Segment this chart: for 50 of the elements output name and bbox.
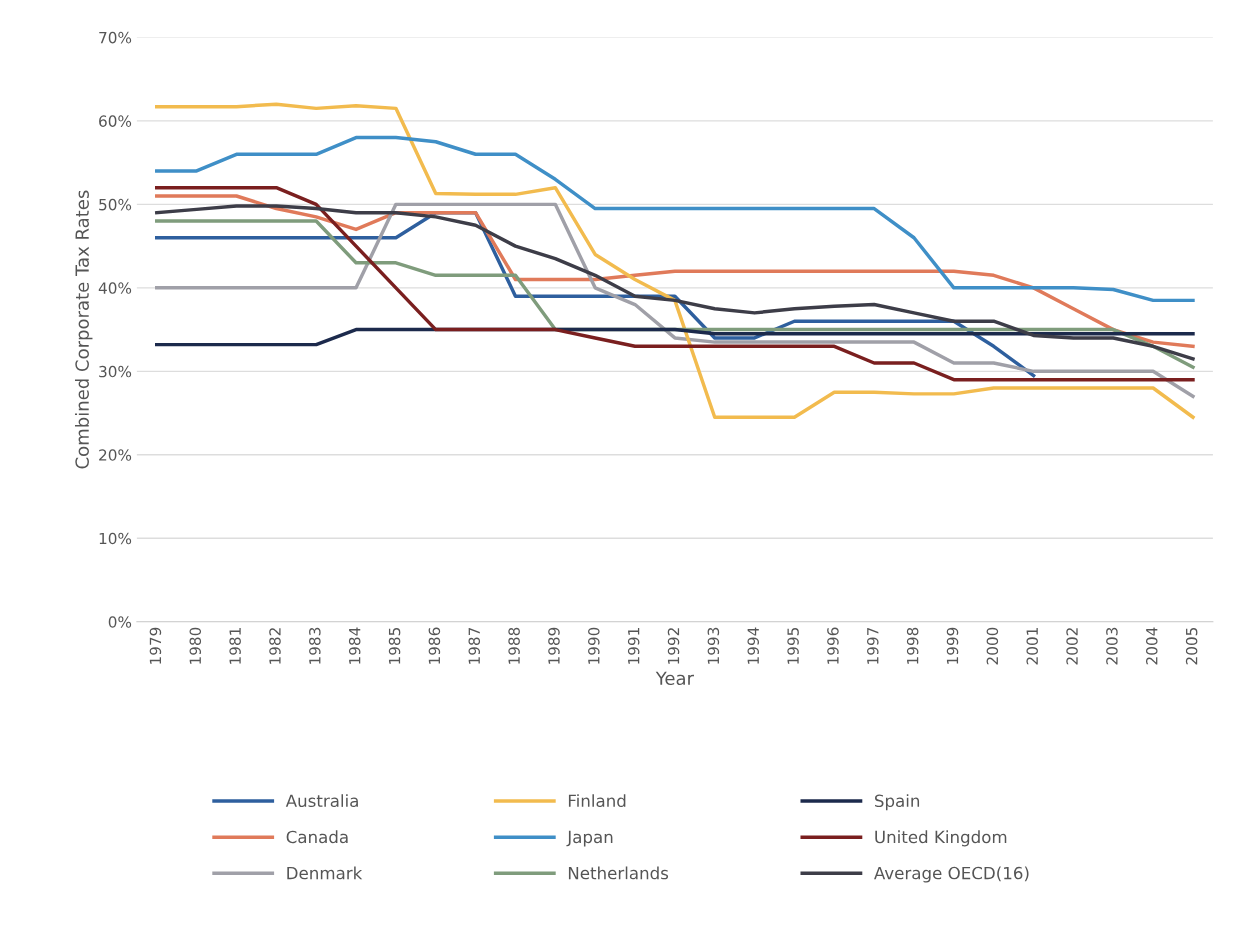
line-series: [155, 135, 1195, 303]
x-tick-label: 2002: [1066, 628, 1078, 665]
y-tick-label: 60%: [99, 115, 132, 127]
x-tick-label: 1979: [149, 627, 162, 664]
legend-label: Spain: [874, 794, 920, 811]
legend-label: Finland: [568, 794, 626, 808]
legend-label: Netherlands: [568, 866, 669, 880]
y-tick-label: 20%: [99, 449, 132, 461]
x-tick-label: 1997: [867, 627, 879, 664]
y-tick-label: 10%: [99, 532, 132, 545]
y-tick-label: 30%: [99, 365, 132, 378]
x-axis-title: Year: [655, 671, 694, 686]
x-tick-label: 2004: [1146, 627, 1158, 665]
x-tick-label: 1999: [946, 627, 959, 664]
y-tick-label: 0%: [108, 616, 132, 628]
x-tick-label: 1980: [189, 627, 202, 664]
legend-label: Average OECD(16): [874, 866, 1029, 883]
x-tick-label: 1990: [588, 627, 600, 664]
legend-label: Canada: [286, 830, 348, 844]
x-tick-label: 1991: [627, 628, 640, 664]
x-tick-label: 1985: [388, 627, 401, 664]
x-tick-label: 1983: [309, 627, 321, 664]
x-tick-label: 1982: [269, 628, 281, 664]
line-series: [155, 185, 1195, 382]
y-tick-label: 40%: [98, 282, 132, 294]
x-tick-label: 1996: [827, 627, 839, 664]
x-tick-label: 1989: [548, 627, 560, 664]
line-series: [155, 202, 1195, 399]
x-tick-label: 1981: [229, 628, 241, 664]
x-tick-label: 1986: [428, 627, 441, 664]
x-tick-label: 1993: [707, 627, 720, 664]
x-tick-label: 2000: [986, 627, 999, 665]
x-tick-label: 1998: [906, 627, 919, 664]
y-axis-title: Combined Corporate Tax Rates: [74, 190, 93, 469]
y-tick-label: 70%: [99, 31, 132, 44]
x-tick-label: 1995: [787, 627, 799, 664]
x-tick-label: 1987: [468, 627, 481, 664]
y-tick-label: 50%: [99, 198, 132, 211]
legend-label: United Kingdom: [875, 830, 1007, 847]
x-tick-label: 1994: [747, 627, 760, 664]
x-tick-label: 1988: [508, 627, 520, 664]
legend-label: Denmark: [287, 866, 363, 880]
x-tick-label: 2003: [1106, 627, 1118, 665]
legend-label: Japan: [566, 830, 613, 847]
x-tick-label: 2005: [1185, 627, 1198, 665]
x-tick-label: 1992: [667, 628, 680, 664]
x-tick-label: 2001: [1026, 628, 1038, 665]
x-tick-label: 1984: [348, 627, 361, 664]
line-series: [155, 102, 1195, 419]
legend-label: Australia: [285, 794, 358, 808]
